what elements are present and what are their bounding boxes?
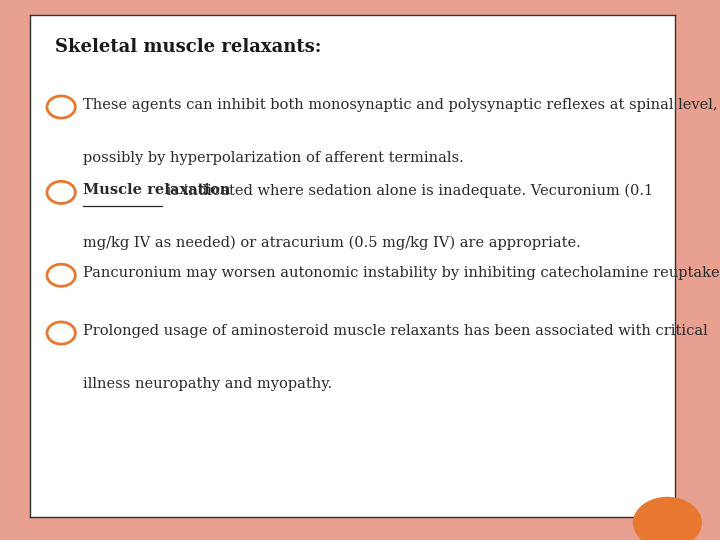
Text: Skeletal muscle relaxants:: Skeletal muscle relaxants:: [55, 38, 321, 56]
Text: mg/kg IV as needed) or atracurium (0.5 mg/kg IV) are appropriate.: mg/kg IV as needed) or atracurium (0.5 m…: [83, 236, 581, 251]
Text: is indicated where sedation alone is inadequate. Vecuronium (0.1: is indicated where sedation alone is ina…: [162, 184, 653, 198]
Text: Prolonged usage of aminosteroid muscle relaxants has been associated with critic: Prolonged usage of aminosteroid muscle r…: [83, 324, 708, 338]
Text: These agents can inhibit both monosynaptic and polysynaptic reflexes at spinal l: These agents can inhibit both monosynapt…: [83, 98, 718, 112]
Text: possibly by hyperpolarization of afferent terminals.: possibly by hyperpolarization of afferen…: [83, 151, 464, 165]
Text: Muscle relaxation: Muscle relaxation: [83, 184, 230, 197]
Text: illness neuropathy and myopathy.: illness neuropathy and myopathy.: [83, 377, 332, 391]
Text: Pancuronium may worsen autonomic instability by inhibiting catecholamine reuptak: Pancuronium may worsen autonomic instabi…: [83, 266, 720, 280]
